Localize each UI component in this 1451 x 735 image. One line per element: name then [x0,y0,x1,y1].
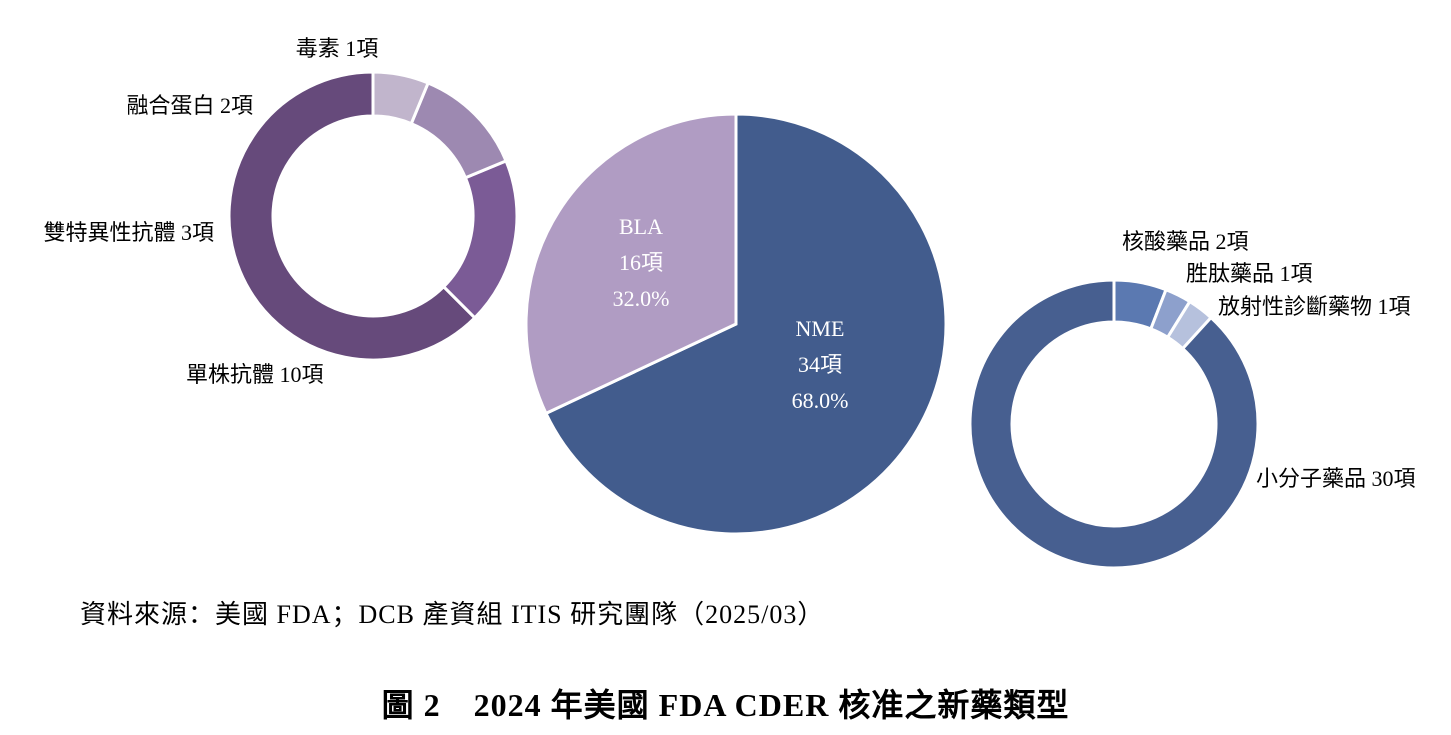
label-nucleic-acid: 核酸藥品 2項 [1122,229,1249,254]
nme-percent-label: 68.0% [792,388,849,413]
source-note: 資料來源：美國 FDA；DCB 產資組 ITIS 研究團隊（2025/03） [80,600,825,629]
bla-donut-slice-4 [371,70,431,126]
label-peptide: 胜肽藥品 1項 [1186,261,1313,286]
nme-count-label: 34項 [798,352,842,377]
label-bispecific-antibody: 雙特異性抗體 3項 [43,220,214,245]
main-pie-slice-2 [524,112,738,416]
bla-donut-slice-1 [227,70,477,362]
nme-donut-slice-1 [968,278,1260,570]
bla-percent-label: 32.0% [613,286,670,311]
main-pie-slice-1 [543,112,948,536]
bla-donut-slice-3 [409,81,508,180]
label-monoclonal-antibody: 單株抗體 10項 [186,362,324,387]
bla-category-label: BLA [619,214,663,239]
label-radiodiagnostic: 放射性診斷藥物 1項 [1218,294,1411,319]
bla-donut-slice-2 [441,158,519,320]
bla-breakdown-donut [227,70,519,362]
main-pie-chart [524,112,948,536]
label-fusion-protein: 融合蛋白 2項 [126,93,253,118]
label-toxin: 毒素 1項 [296,36,379,61]
bla-count-label: 16項 [619,250,663,275]
label-small-molecule: 小分子藥品 30項 [1256,466,1416,491]
figure-caption: 圖 2 2024 年美國 FDA CDER 核准之新藥類型 [381,687,1070,723]
nme-category-label: NME [796,316,845,341]
nme-breakdown-donut [968,278,1260,570]
